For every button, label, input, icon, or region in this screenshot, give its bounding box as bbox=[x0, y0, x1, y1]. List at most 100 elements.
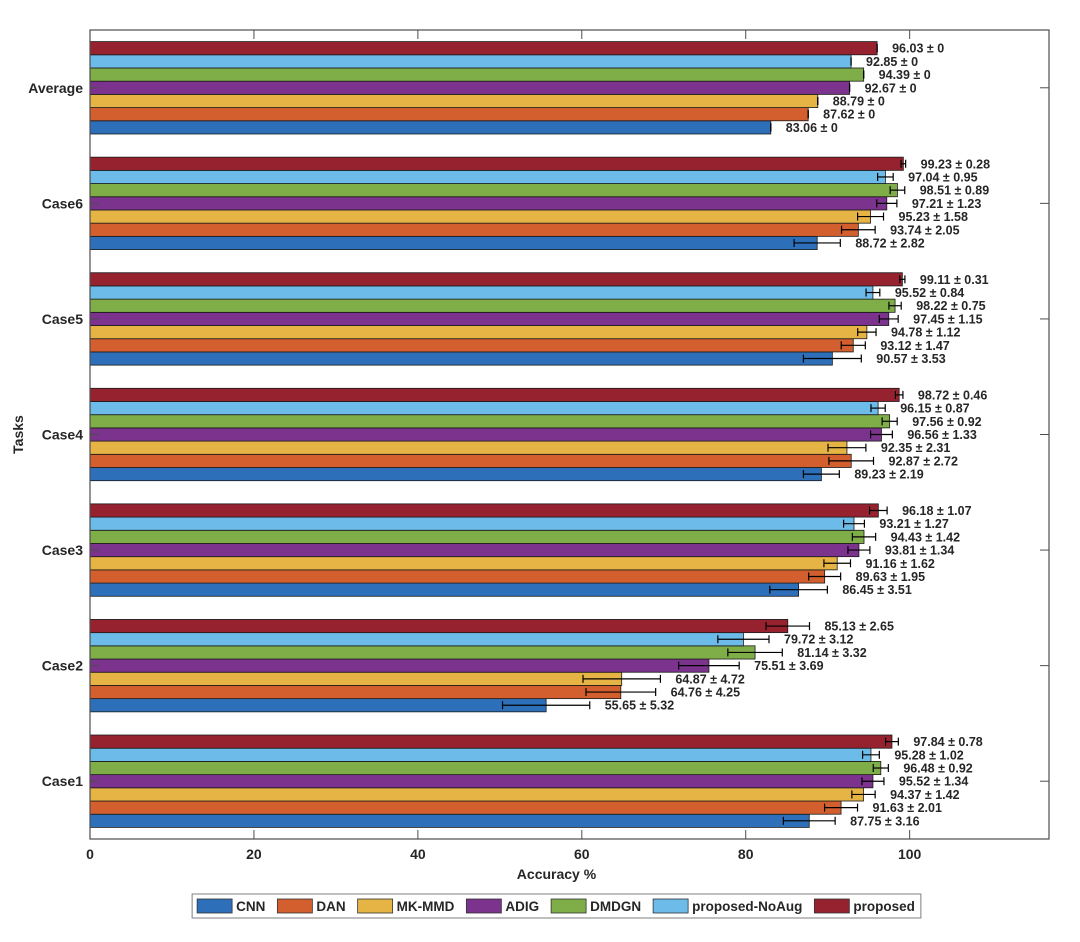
error-bar-dan-case2 bbox=[585, 688, 657, 697]
legend-label: DMDGN bbox=[590, 899, 641, 914]
data-label: 96.56 ± 1.33 bbox=[907, 428, 976, 442]
bar-adig-case6 bbox=[89, 196, 888, 211]
error-bar-dan-case5 bbox=[840, 341, 866, 350]
error-bar-proposed-case1 bbox=[884, 737, 899, 746]
bar-dmdgn-case3 bbox=[89, 529, 865, 544]
bar-cnn-case5 bbox=[89, 351, 833, 366]
x-tick-label: 100 bbox=[898, 846, 922, 862]
bar-dmdgn-case1 bbox=[89, 761, 882, 776]
bar-proposed-noaug-case2 bbox=[89, 632, 744, 647]
data-label: 97.84 ± 0.78 bbox=[913, 735, 982, 749]
bar-dmdgn-case6 bbox=[89, 183, 898, 198]
error-bar-proposed-case6 bbox=[900, 159, 907, 168]
y-tick-label: Case3 bbox=[42, 542, 83, 558]
legend-swatch bbox=[276, 898, 313, 914]
data-label: 99.11 ± 0.31 bbox=[920, 273, 989, 287]
bar-proposed-noaug-case4 bbox=[89, 401, 879, 416]
y-tick-label: Average bbox=[28, 80, 83, 96]
error-bar-dmdgn-case2 bbox=[727, 648, 783, 657]
data-label: 94.78 ± 1.12 bbox=[891, 326, 960, 340]
error-bar-proposed-noaug-case4 bbox=[870, 404, 886, 413]
legend-swatch bbox=[813, 898, 850, 914]
data-label: 90.57 ± 3.53 bbox=[876, 352, 945, 366]
y-tick-label: Case4 bbox=[42, 427, 83, 443]
data-label: 92.67 ± 0 bbox=[865, 81, 917, 95]
data-label: 99.23 ± 0.28 bbox=[921, 157, 990, 171]
error-bar-dmdgn-case1 bbox=[872, 764, 889, 773]
x-tick-label: 80 bbox=[738, 846, 754, 862]
data-label: 85.13 ± 2.65 bbox=[824, 620, 893, 634]
bar-cnn-case6 bbox=[89, 235, 818, 250]
data-label: 95.52 ± 0.84 bbox=[895, 286, 964, 300]
plot-frame bbox=[89, 29, 1050, 840]
data-label: 88.79 ± 0 bbox=[833, 94, 885, 108]
data-label: 93.21 ± 1.27 bbox=[879, 517, 948, 531]
bar-adig-average bbox=[89, 80, 850, 95]
bar-adig-case4 bbox=[89, 427, 882, 442]
bar-mk-mmd-case6 bbox=[89, 209, 871, 224]
data-label: 95.28 ± 1.02 bbox=[894, 748, 963, 762]
data-label: 94.37 ± 1.42 bbox=[890, 788, 959, 802]
bar-cnn-case2 bbox=[89, 698, 547, 713]
error-bar-dmdgn-case3 bbox=[851, 532, 877, 541]
bar-proposed-case4 bbox=[89, 387, 900, 402]
data-label: 95.52 ± 1.34 bbox=[899, 775, 968, 789]
error-bar-cnn-case1 bbox=[782, 816, 836, 825]
legend-item-proposed-noaug: proposed-NoAug bbox=[652, 898, 802, 914]
data-label: 97.21 ± 1.23 bbox=[912, 197, 981, 211]
error-bar-mk-mmd-case4 bbox=[827, 443, 867, 452]
error-bar-proposed-noaug-case3 bbox=[842, 519, 866, 528]
data-label: 92.87 ± 2.72 bbox=[889, 454, 958, 468]
bar-mk-mmd-case4 bbox=[89, 440, 848, 455]
data-label: 98.22 ± 0.75 bbox=[916, 299, 985, 313]
error-bar-dan-case3 bbox=[808, 572, 842, 581]
bar-proposed-case1 bbox=[89, 734, 893, 749]
error-bar-dan-case1 bbox=[823, 803, 859, 812]
bar-cnn-case1 bbox=[89, 813, 810, 828]
legend-item-mk-mmd: MK-MMD bbox=[357, 898, 455, 914]
bar-adig-case2 bbox=[89, 658, 710, 673]
legend-swatch bbox=[196, 898, 233, 914]
bar-proposed-noaug-average bbox=[89, 54, 852, 69]
error-bar-proposed-noaug-case5 bbox=[865, 288, 881, 297]
data-label: 94.43 ± 1.42 bbox=[891, 530, 960, 544]
error-bar-adig-case3 bbox=[847, 546, 871, 555]
data-label: 97.04 ± 0.95 bbox=[908, 170, 977, 184]
bar-proposed-case2 bbox=[89, 619, 789, 634]
x-tick-label: 0 bbox=[86, 846, 94, 862]
bar-proposed-case6 bbox=[89, 156, 904, 171]
bar-dmdgn-average bbox=[89, 67, 865, 82]
bar-dmdgn-case4 bbox=[89, 414, 891, 429]
error-bar-proposed-case4 bbox=[894, 390, 904, 399]
data-label: 96.48 ± 0.92 bbox=[903, 762, 972, 776]
data-label: 91.16 ± 1.62 bbox=[865, 557, 934, 571]
data-label: 86.45 ± 3.51 bbox=[842, 583, 911, 597]
error-bars-layer bbox=[501, 44, 907, 825]
bar-adig-case5 bbox=[89, 311, 890, 326]
error-bar-adig-case6 bbox=[876, 199, 898, 208]
error-bar-mk-mmd-case6 bbox=[857, 212, 885, 221]
error-bar-proposed-case5 bbox=[899, 275, 906, 284]
data-label: 93.74 ± 2.05 bbox=[890, 223, 959, 237]
error-bar-cnn-case4 bbox=[802, 470, 840, 479]
bar-dan-case4 bbox=[89, 453, 852, 468]
bar-mk-mmd-case3 bbox=[89, 556, 838, 571]
x-tick-label: 20 bbox=[246, 846, 262, 862]
data-label: 92.85 ± 0 bbox=[866, 55, 918, 69]
data-label: 96.03 ± 0 bbox=[892, 42, 944, 56]
data-label: 98.51 ± 0.89 bbox=[920, 184, 989, 198]
legend-label: ADIG bbox=[505, 899, 539, 914]
data-label: 98.72 ± 0.46 bbox=[918, 388, 987, 402]
bar-dmdgn-case2 bbox=[89, 645, 756, 660]
bar-cnn-case3 bbox=[89, 582, 799, 597]
bar-dan-case6 bbox=[89, 222, 859, 237]
data-label: 96.15 ± 0.87 bbox=[900, 402, 969, 416]
legend-label: proposed-NoAug bbox=[692, 899, 802, 914]
legend-label: proposed bbox=[853, 899, 915, 914]
error-bar-mk-mmd-case3 bbox=[823, 559, 852, 568]
legend-swatch bbox=[550, 898, 587, 914]
error-bar-cnn-case6 bbox=[793, 238, 841, 247]
bar-mk-mmd-case2 bbox=[89, 671, 623, 686]
